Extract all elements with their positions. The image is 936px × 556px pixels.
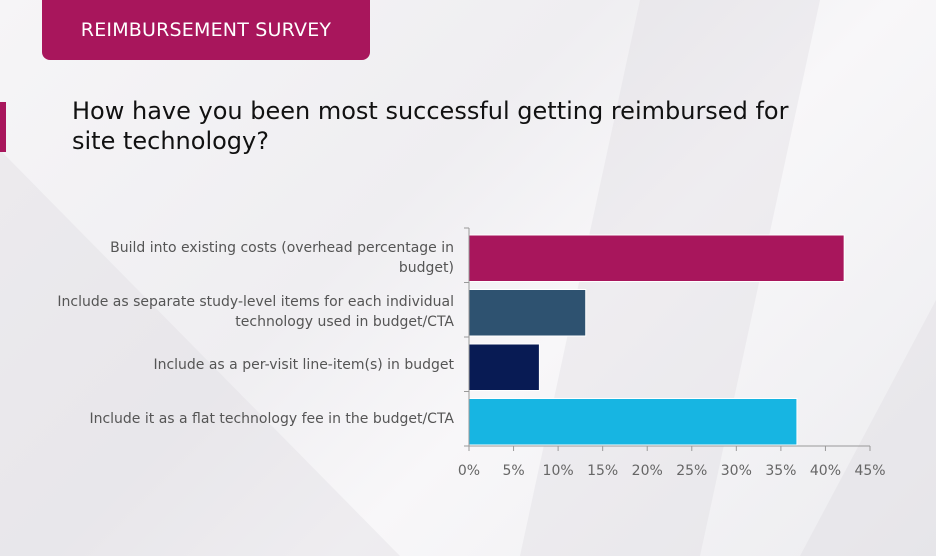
- category-label: Include it as a flat technology fee in t…: [89, 411, 454, 427]
- category-label: Include as a per-visit line-item(s) in b…: [153, 357, 454, 373]
- bar: [468, 234, 845, 282]
- question-title: How have you been most successful gettin…: [72, 97, 789, 155]
- x-tick-label: 5%: [502, 463, 524, 479]
- x-tick-label: 30%: [721, 463, 752, 479]
- x-tick-label: 25%: [676, 463, 707, 479]
- section-banner: REIMBURSEMENT SURVEY: [42, 0, 370, 60]
- x-tick-label: 0%: [458, 463, 480, 479]
- category-label: Include as separate study-level items fo…: [57, 294, 454, 330]
- x-tick-label: 45%: [854, 463, 885, 479]
- bar: [468, 343, 540, 391]
- x-tick-label: 40%: [810, 463, 841, 479]
- bar: [468, 398, 798, 446]
- title-accent-bar: [0, 102, 6, 152]
- x-tick-label: 15%: [587, 463, 618, 479]
- x-tick-label: 20%: [632, 463, 663, 479]
- category-label: Build into existing costs (overhead perc…: [110, 240, 454, 276]
- bar: [468, 289, 587, 337]
- x-tick-label: 10%: [543, 463, 574, 479]
- x-tick-label: 35%: [765, 463, 796, 479]
